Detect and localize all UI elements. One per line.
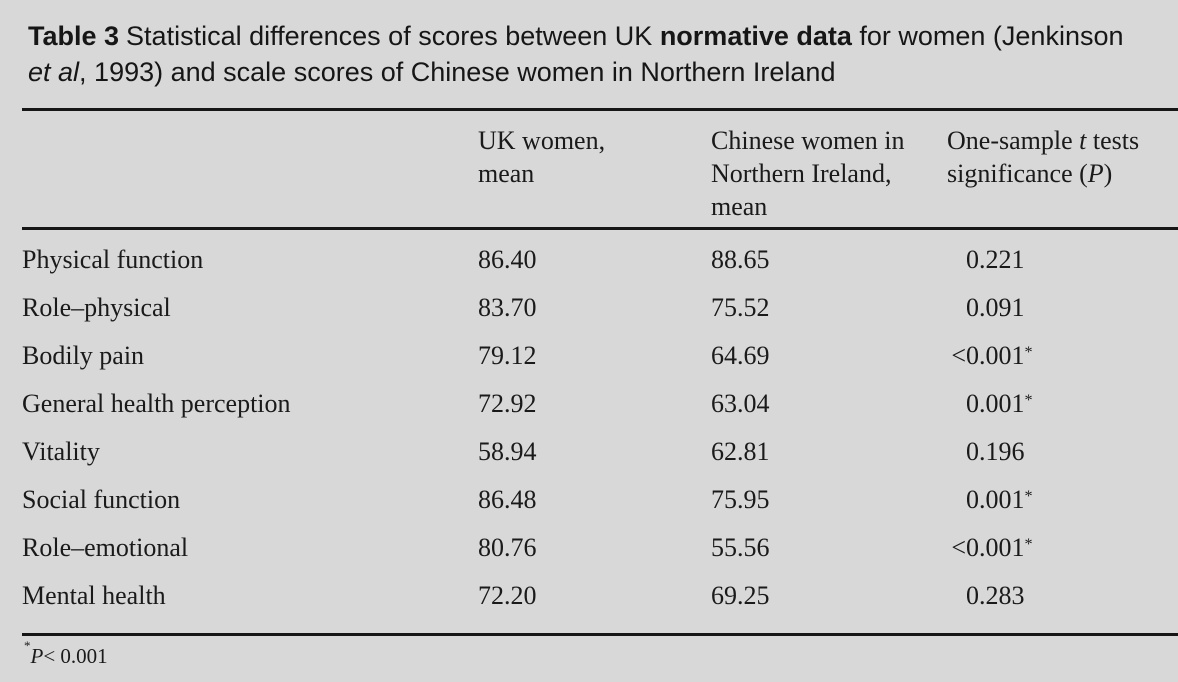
header-italic-t: t <box>1079 126 1087 155</box>
row-label: General health perception <box>22 389 291 418</box>
header-text: tests <box>1086 126 1140 155</box>
table-row: Mental health 72.20 69.25 0.283 <box>22 572 1178 620</box>
p-number: 0.091 <box>966 293 1025 322</box>
uk-mean-value: 80.76 <box>478 533 537 562</box>
footnote-text: < 0.001 <box>43 644 108 668</box>
p-value-cell: <0.001 * <box>947 533 1172 563</box>
caption-line-2: et al, 1993) and scale scores of Chinese… <box>28 54 1150 90</box>
table-number: Table 3 <box>28 21 120 51</box>
footnote-star: * <box>24 638 31 654</box>
col-header-significance-line-2: significance (P) <box>947 157 1172 190</box>
caption-text: Statistical differences of scores betwee… <box>126 21 660 51</box>
row-label: Social function <box>22 485 181 514</box>
p-number: 0.001 <box>966 389 1025 418</box>
header-text: ) <box>1103 159 1113 188</box>
col-header-uk-women-mean: UK women, mean <box>478 126 606 188</box>
uk-mean-value: 72.20 <box>478 581 537 610</box>
table-top-rule <box>22 108 1178 111</box>
row-label: Physical function <box>22 245 204 274</box>
row-label: Role–emotional <box>22 533 189 562</box>
table-bottom-rule <box>22 633 1178 636</box>
chinese-mean-value: 88.65 <box>711 245 770 274</box>
uk-mean-value: 58.94 <box>478 437 537 466</box>
table-row: Vitality 58.94 62.81 0.196 <box>22 428 1178 476</box>
uk-mean-value: 86.48 <box>478 485 537 514</box>
footnote-p-italic: P <box>30 644 44 668</box>
col-header-significance: One-sample t tests significance (P) <box>947 124 1172 223</box>
caption-text: , 1993) and scale scores of Chinese wome… <box>79 57 836 87</box>
p-value-cell: 0.283 <box>947 581 1172 611</box>
table-row: General health perception 72.92 63.04 0.… <box>22 380 1178 428</box>
chinese-mean-value: 75.95 <box>711 485 770 514</box>
p-value-cell: 0.091 <box>947 293 1172 323</box>
p-value-cell: 0.196 <box>947 437 1172 467</box>
table-row: Social function 86.48 75.95 0.001 * <box>22 476 1178 524</box>
table-header-row: UK women, mean Chinese women in Northern… <box>22 111 1178 223</box>
caption-bold-term: normative data <box>659 21 852 51</box>
header-empty-cell <box>22 124 476 223</box>
p-number: 0.283 <box>966 581 1025 610</box>
row-label: Mental health <box>22 581 166 610</box>
table-row: Role–emotional 80.76 55.56 <0.001 * <box>22 524 1178 572</box>
table-row: Bodily pain 79.12 64.69 <0.001 * <box>22 332 1178 380</box>
p-prefix: < <box>951 533 966 562</box>
uk-mean-value: 86.40 <box>478 245 537 274</box>
chinese-mean-value: 64.69 <box>711 341 770 370</box>
footnote: *P< 0.001 <box>24 639 1178 669</box>
p-number: 0.001 <box>966 341 1025 370</box>
p-value-cell: <0.001 * <box>947 341 1172 371</box>
p-prefix: < <box>951 341 966 370</box>
p-number: 0.001 <box>966 533 1025 562</box>
row-label: Vitality <box>22 437 100 466</box>
row-label: Bodily pain <box>22 341 145 370</box>
header-text: One-sample <box>947 126 1080 155</box>
caption-line-1: Table 3 Statistical differences of scores… <box>28 18 1150 54</box>
table-row: Role–physical 83.70 75.52 0.091 <box>22 284 1178 332</box>
header-italic-p: P <box>1087 159 1104 188</box>
p-value-cell: 0.221 <box>947 245 1172 275</box>
caption-italic-etal: et al <box>28 57 80 87</box>
chinese-mean-value: 55.56 <box>711 533 770 562</box>
uk-mean-value: 79.12 <box>478 341 537 370</box>
caption-text: for women (Jenkinson <box>851 21 1124 51</box>
header-text: significance ( <box>947 159 1088 188</box>
p-value-cell: 0.001 * <box>966 485 1033 514</box>
p-number: 0.221 <box>966 245 1025 274</box>
table-row: Physical function 86.40 88.65 0.221 <box>22 236 1178 284</box>
row-label: Role–physical <box>22 293 171 322</box>
chinese-mean-value: 62.81 <box>711 437 770 466</box>
p-number: 0.196 <box>966 437 1025 466</box>
chinese-mean-value: 75.52 <box>711 293 770 322</box>
chinese-mean-value: 69.25 <box>711 581 770 610</box>
chinese-mean-value: 63.04 <box>711 389 770 418</box>
table-body: Physical function 86.40 88.65 0.221 Role… <box>0 236 1178 620</box>
p-value-cell: 0.001 * <box>966 389 1033 418</box>
col-header-chinese-women-mean: Chinese women in Northern Ireland, mean <box>711 126 905 221</box>
col-header-significance-line-1: One-sample t tests <box>947 124 1172 157</box>
p-number: 0.001 <box>966 485 1025 514</box>
table-caption: Table 3 Statistical differences of scores… <box>0 0 1178 90</box>
uk-mean-value: 72.92 <box>478 389 537 418</box>
uk-mean-value: 83.70 <box>478 293 537 322</box>
header-separator-rule <box>22 227 1178 230</box>
